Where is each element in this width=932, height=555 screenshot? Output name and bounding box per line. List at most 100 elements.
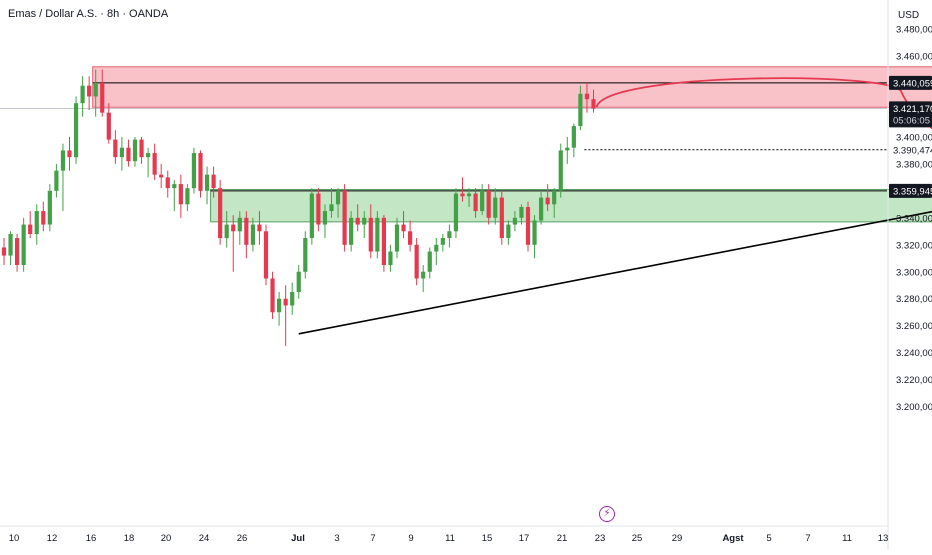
candle-body[interactable] (231, 225, 235, 232)
candle-body[interactable] (166, 177, 170, 188)
candle-body[interactable] (552, 191, 556, 204)
candle-body[interactable] (388, 252, 392, 265)
candle-body[interactable] (290, 292, 294, 305)
candle-body[interactable] (349, 218, 353, 245)
candle-body[interactable] (565, 148, 569, 151)
candle-body[interactable] (500, 198, 504, 238)
candle-body[interactable] (585, 94, 589, 99)
candle-body[interactable] (310, 194, 314, 239)
candle-body[interactable] (61, 150, 65, 170)
candle-body[interactable] (480, 191, 484, 211)
candle-body[interactable] (146, 153, 150, 157)
candle-body[interactable] (336, 191, 340, 204)
candle-body[interactable] (94, 83, 98, 96)
candle-body[interactable] (316, 194, 320, 225)
price-tick-label: 3.240,000 (896, 348, 932, 359)
resistance-zone[interactable] (93, 67, 932, 107)
candle-body[interactable] (179, 184, 183, 204)
candle-body[interactable] (277, 299, 281, 312)
candle-body[interactable] (87, 86, 91, 97)
candle-body[interactable] (369, 218, 373, 252)
candle-body[interactable] (591, 99, 595, 108)
candle-body[interactable] (159, 175, 163, 178)
candle-body[interactable] (192, 153, 196, 188)
candle-body[interactable] (441, 238, 445, 245)
candle-body[interactable] (100, 83, 104, 113)
candle-body[interactable] (408, 231, 412, 244)
candle-body[interactable] (212, 175, 216, 188)
candle-body[interactable] (506, 225, 510, 238)
candle-body[interactable] (559, 150, 563, 190)
candle-body[interactable] (225, 225, 229, 238)
candle-body[interactable] (572, 126, 576, 148)
candle-body[interactable] (257, 225, 261, 232)
candle-body[interactable] (67, 150, 71, 157)
candle-body[interactable] (185, 188, 189, 204)
candle-body[interactable] (244, 218, 248, 245)
candle-body[interactable] (198, 153, 202, 191)
candle-body[interactable] (15, 238, 19, 265)
candle-body[interactable] (238, 218, 242, 231)
candle-body[interactable] (546, 198, 550, 205)
candle-body[interactable] (81, 86, 85, 104)
candle-body[interactable] (284, 299, 288, 306)
candle-body[interactable] (421, 272, 425, 279)
time-tick-label: 18 (124, 533, 135, 544)
candle-body[interactable] (362, 218, 366, 225)
candle-body[interactable] (153, 153, 157, 175)
candle-body[interactable] (539, 198, 543, 221)
candle-body[interactable] (493, 198, 497, 218)
candle-body[interactable] (48, 191, 52, 225)
candle-body[interactable] (428, 252, 432, 272)
candle-body[interactable] (343, 191, 347, 245)
candle-body[interactable] (2, 247, 6, 255)
candle-body[interactable] (375, 218, 379, 252)
lightning-icon[interactable]: ⚡ (599, 506, 615, 522)
candle-body[interactable] (329, 204, 333, 211)
candle-body[interactable] (356, 218, 360, 225)
candle-body[interactable] (54, 171, 58, 191)
candle-body[interactable] (74, 103, 78, 157)
candle-body[interactable] (513, 218, 517, 225)
candle-body[interactable] (8, 234, 12, 256)
candle-body[interactable] (467, 194, 471, 197)
price-tag-label: 3.421,170 (893, 104, 932, 115)
candle-body[interactable] (434, 245, 438, 252)
currency-label[interactable]: USD (898, 10, 919, 21)
candle-body[interactable] (120, 148, 124, 157)
candle-body[interactable] (401, 225, 405, 232)
candle-body[interactable] (218, 188, 222, 238)
candle-body[interactable] (35, 211, 39, 234)
candle-body[interactable] (22, 225, 26, 265)
candle-body[interactable] (28, 225, 32, 234)
candle-body[interactable] (578, 94, 582, 126)
candle-body[interactable] (447, 231, 451, 238)
candle-body[interactable] (454, 194, 458, 232)
candle-body[interactable] (172, 184, 176, 188)
candle-body[interactable] (264, 231, 268, 278)
candle-body[interactable] (519, 207, 523, 218)
candle-body[interactable] (297, 272, 301, 292)
candle-body[interactable] (382, 218, 386, 265)
candle-body[interactable] (395, 225, 399, 252)
candle-body[interactable] (205, 175, 209, 191)
candle-body[interactable] (460, 194, 464, 197)
candle-body[interactable] (474, 194, 478, 212)
candle-body[interactable] (107, 113, 111, 140)
candle-body[interactable] (415, 245, 419, 279)
candle-body[interactable] (133, 140, 137, 162)
time-tick-label: 5 (766, 533, 771, 544)
candle-body[interactable] (323, 211, 327, 224)
candle-body[interactable] (487, 191, 491, 218)
candle-body[interactable] (139, 140, 143, 158)
candle-body[interactable] (526, 207, 530, 245)
candle-body[interactable] (270, 279, 274, 313)
candle-body[interactable] (41, 211, 45, 224)
candle-body[interactable] (251, 225, 255, 245)
candle-body[interactable] (126, 148, 130, 161)
candle-body[interactable] (532, 221, 536, 245)
candle-body[interactable] (113, 140, 117, 158)
candle-body[interactable] (303, 238, 307, 272)
